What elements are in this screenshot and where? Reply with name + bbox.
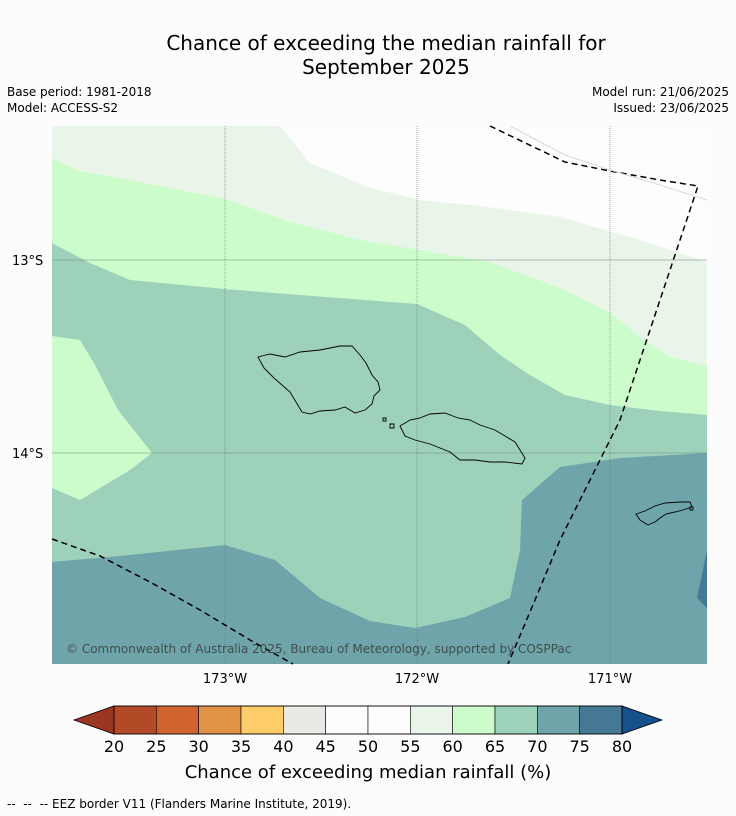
gridlines-horizontal — [52, 259, 707, 454]
colorbar-segment — [240, 705, 284, 735]
aunuu-island — [689, 506, 694, 511]
model-run-text: Model run: 21/06/2025 — [591, 85, 729, 99]
colorbar-tick-label: 55 — [400, 737, 420, 756]
eez-legend-text: -- -- -- EEZ border V11 (Flanders Marine… — [7, 797, 352, 811]
meta-right: Model run: 21/06/2025 Issued: 23/06/2025 — [592, 84, 729, 116]
colorbar-tick-label: 20 — [104, 737, 124, 756]
colorbar-segment — [452, 705, 496, 735]
colorbar-tick-label: 45 — [315, 737, 335, 756]
lon-label-172w: 172°W — [395, 672, 439, 687]
eez-border-south — [51, 538, 294, 665]
contour-green-patch — [52, 336, 152, 500]
colorbar-segment — [537, 705, 580, 735]
base-period-text: Base period: 1981-2018 — [7, 85, 152, 99]
coastlines — [257, 345, 694, 526]
colorbar-segment — [325, 705, 369, 735]
upolu-island — [399, 412, 526, 465]
colorbar-tick-label: 80 — [612, 737, 632, 756]
colorbar-tick-label: 60 — [442, 737, 462, 756]
lon-label-173w: 173°W — [203, 672, 247, 687]
gridlines — [224, 126, 611, 664]
probability-contours — [52, 126, 707, 664]
colorbar-tick-label: 25 — [146, 737, 166, 756]
manono-island — [382, 417, 387, 422]
copyright-text: © Commonwealth of Australia 2025, Bureau… — [66, 642, 571, 656]
colorbar-segment — [494, 705, 538, 735]
model-text: Model: ACCESS-S2 — [7, 101, 119, 115]
colorbar-tick-label: 30 — [188, 737, 208, 756]
colorbar-tick-label: 70 — [527, 737, 547, 756]
colorbar-segment — [113, 705, 157, 735]
map-title: Chance of exceeding the median rainfall … — [0, 31, 736, 79]
colorbar-tick-label: 40 — [273, 737, 293, 756]
colorbar-tick-label: 35 — [231, 737, 251, 756]
colorbar-title: Chance of exceeding median rainfall (%) — [185, 762, 552, 783]
colorbar-segment — [283, 705, 326, 735]
colorbar-over-arrow — [621, 705, 664, 735]
colorbar-tick-label: 50 — [358, 737, 378, 756]
colorbar-outline — [113, 705, 623, 735]
meta-left: Base period: 1981-2018 Model: ACCESS-S2 — [7, 84, 152, 116]
colorbar-segment — [410, 705, 453, 735]
apolima-island — [389, 423, 395, 429]
colorbar: 20 25 30 35 40 45 50 55 60 65 70 75 80 — [72, 705, 664, 756]
eez-borders — [51, 125, 699, 665]
map-title-line2: September 2025 — [302, 55, 470, 79]
colorbar-segment — [367, 705, 411, 735]
colorbar-tick-label: 65 — [485, 737, 505, 756]
colorbar-segment — [156, 705, 199, 735]
contour-edge-upper-right — [509, 125, 708, 201]
tutuila-island — [635, 501, 693, 526]
lat-label-14s: 14°S — [12, 447, 43, 462]
contour-dark-teal — [52, 453, 707, 664]
colorbar-segment — [579, 705, 623, 735]
savaii-island — [257, 345, 381, 415]
contour-dark-blue — [697, 550, 707, 608]
colorbar-under-arrow — [72, 705, 115, 735]
map-title-line1: Chance of exceeding the median rainfall … — [166, 31, 606, 55]
colorbar-segment — [198, 705, 242, 735]
lat-label-13s: 13°S — [12, 254, 43, 269]
colorbar-tick-label: 75 — [569, 737, 589, 756]
issued-text: Issued: 23/06/2025 — [613, 101, 729, 115]
lon-label-171w: 171°W — [588, 672, 632, 687]
